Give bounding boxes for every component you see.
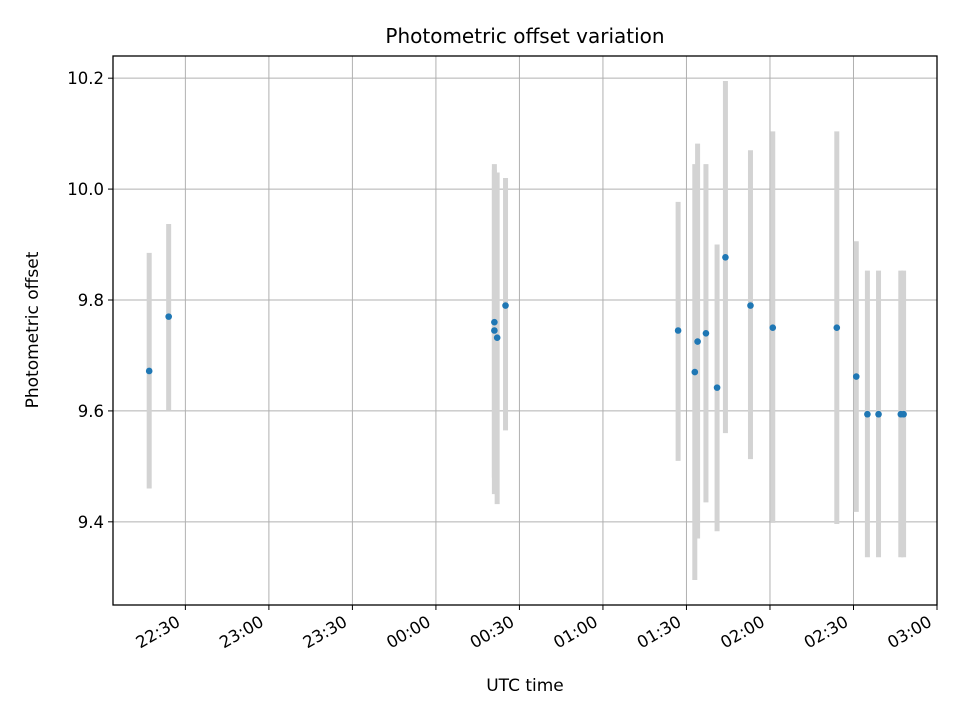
y-tick-label: 10.0 [67, 180, 104, 199]
data-point [493, 334, 501, 342]
plot-frame [112, 55, 938, 606]
y-tick-label: 9.4 [78, 513, 104, 532]
data-point [491, 318, 498, 326]
chart-title: Photometric offset variation [385, 24, 664, 48]
y-tick-label: 10.2 [67, 69, 104, 88]
data-point [491, 327, 498, 334]
y-tick-label: 9.8 [78, 291, 104, 310]
data-point [900, 410, 907, 418]
data-point [165, 313, 172, 320]
data-point [145, 367, 153, 375]
y-axis: 9.4 9.6 9.8 10.0 10.2 [67, 69, 113, 532]
data-point [713, 384, 721, 391]
data-point [852, 373, 860, 380]
y-tick-label: 9.6 [78, 402, 104, 421]
data-point [722, 253, 729, 261]
y-axis-label: Photometric offset [23, 251, 43, 408]
data-points [145, 253, 907, 418]
x-axis-label: UTC time [486, 676, 564, 696]
data-point [674, 327, 682, 334]
data-point [747, 302, 754, 309]
data-point [502, 302, 509, 309]
data-point [691, 368, 699, 376]
data-point [833, 324, 841, 332]
data-point [769, 324, 777, 332]
grid [113, 56, 938, 605]
data-point [875, 410, 882, 418]
data-point [702, 329, 710, 337]
data-point [864, 410, 871, 418]
data-point [694, 338, 701, 345]
